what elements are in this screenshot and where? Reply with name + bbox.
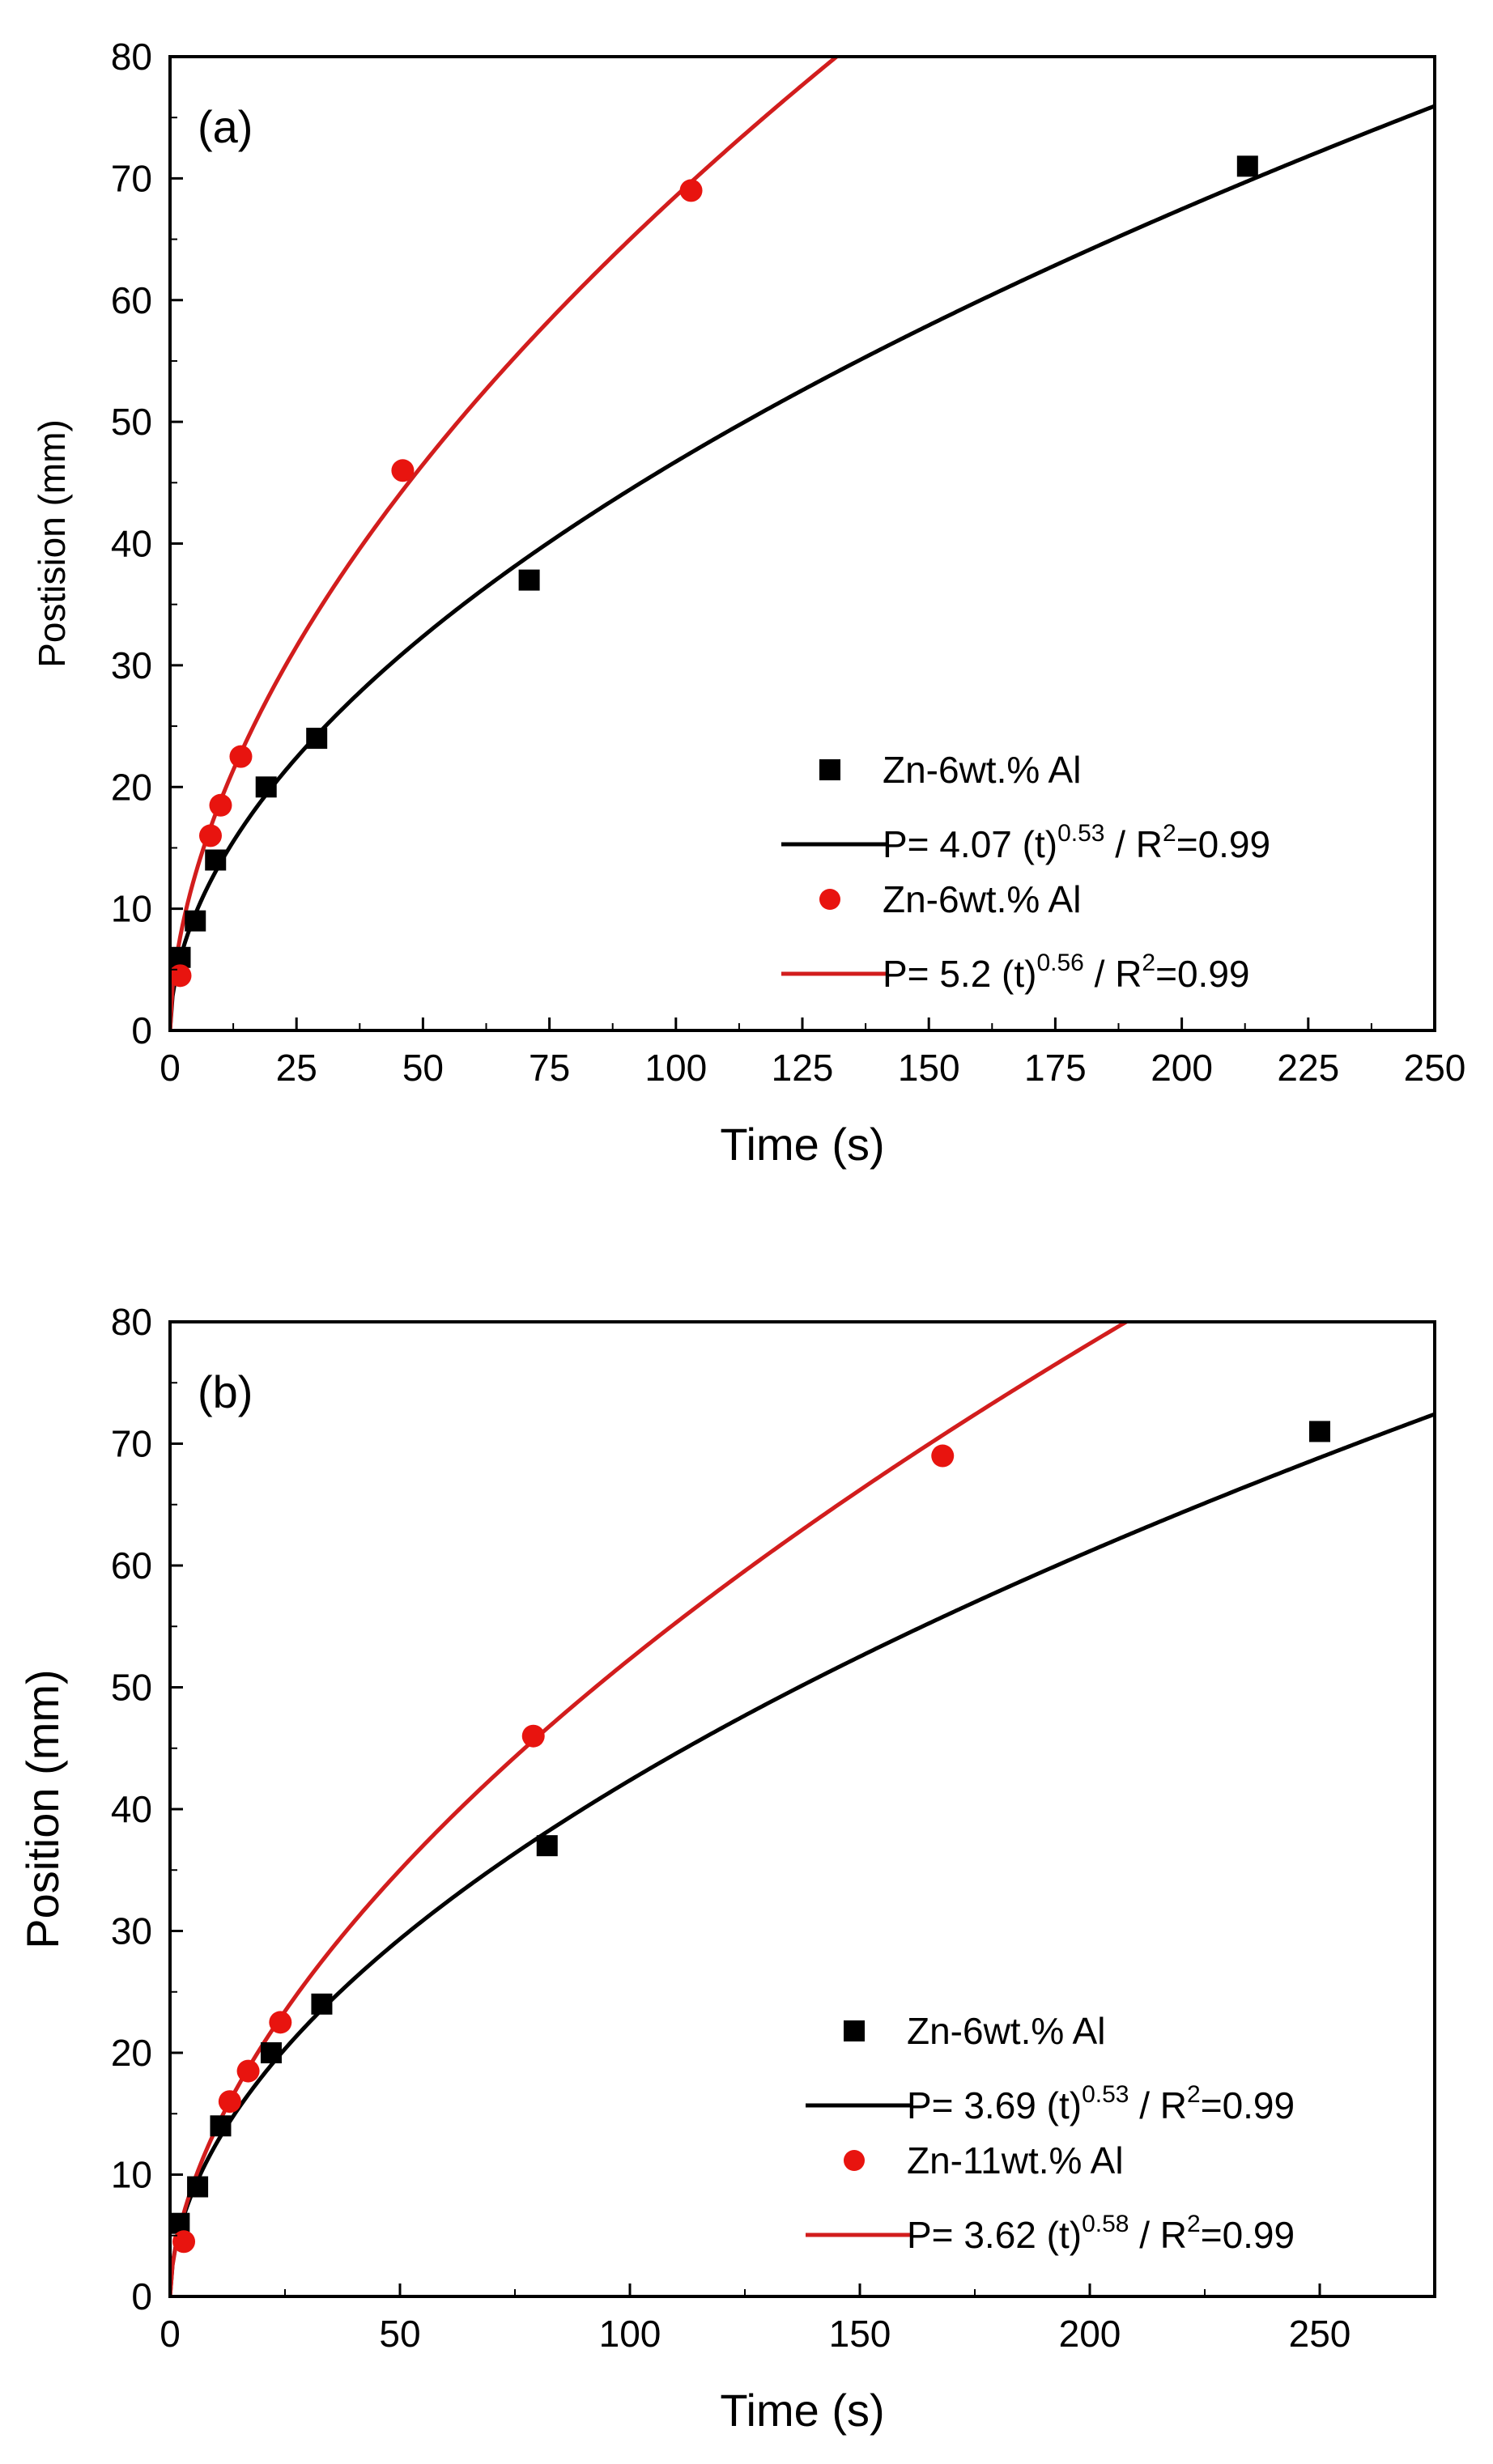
x-tick-label: 100: [599, 2313, 661, 2355]
x-tick-label: 50: [379, 2313, 420, 2355]
data-point-square: [168, 2212, 190, 2234]
chart-panel-a: 0 25 50 75 100 125 150 175 200 225 250 0 10 20 30 40 50 6…: [31, 36, 1466, 1170]
legend-fit-label: P= 4.07 (t)0.53 / R2=0.99: [883, 820, 1270, 865]
legend-circle-marker: [819, 889, 840, 910]
data-point-square: [311, 1993, 333, 2015]
data-point-square: [518, 569, 540, 591]
legend-label: Zn-6wt.% Al: [907, 2010, 1105, 2052]
y-tick-label: 20: [111, 2032, 152, 2074]
legend-fit-label: P= 3.62 (t)0.58 / R2=0.99: [907, 2211, 1295, 2256]
x-tick-label: 175: [1024, 1047, 1087, 1089]
x-tick-label: 200: [1151, 1047, 1213, 1089]
legend: Zn-6wt.% Al P= 4.07 (t)0.53 / R2=0.99 Zn-6…: [781, 749, 1270, 995]
y-tick-label: 30: [111, 644, 152, 686]
data-point-circle: [679, 179, 703, 202]
x-tick-label: 200: [1059, 2313, 1121, 2355]
y-tick-label: 0: [131, 2275, 152, 2317]
data-point-square: [1236, 155, 1258, 177]
data-point-circle: [391, 459, 415, 482]
data-point-circle: [198, 824, 222, 848]
y-tick-label: 70: [111, 157, 152, 199]
y-tick-label: 40: [111, 1788, 152, 1830]
data-point-square: [306, 728, 328, 750]
legend-fit-label: P= 3.69 (t)0.53 / R2=0.99: [907, 2081, 1295, 2126]
panel-label: (a): [198, 101, 253, 152]
legend-label: Zn-6wt.% Al: [883, 749, 1081, 791]
y-tick-label: 50: [111, 401, 152, 443]
legend: Zn-6wt.% Al P= 3.69 (t)0.53 / R2=0.99 Zn-1…: [806, 2010, 1295, 2256]
y-tick-label: 10: [111, 2154, 152, 2196]
y-tick-label: 0: [131, 1009, 152, 1051]
y-tick-label: 50: [111, 1667, 152, 1709]
y-tick-label: 60: [111, 279, 152, 321]
x-axis-title: Time (s): [720, 2385, 884, 2436]
y-axis-title: Position (mm): [17, 1669, 68, 1948]
x-tick-label: 250: [1404, 1047, 1466, 1089]
plot-frame: [168, 55, 1436, 1032]
legend-fit-label: P= 5.2 (t)0.56 / R2=0.99: [883, 949, 1250, 995]
y-axis-title: Postision (mm): [31, 419, 73, 668]
y-tick-label: 20: [111, 766, 152, 808]
x-tick-label: 225: [1277, 1047, 1339, 1089]
y-tick-label: 10: [111, 888, 152, 930]
x-axis-title: Time (s): [720, 1119, 884, 1170]
legend-label: Zn-11wt.% Al: [907, 2139, 1124, 2181]
data-point-square: [187, 2176, 209, 2198]
data-point-square: [255, 776, 277, 798]
data-point-circle: [172, 2230, 196, 2254]
legend-square-marker: [819, 759, 840, 780]
data-point-circle: [229, 745, 253, 768]
x-tick-label: 25: [276, 1047, 317, 1089]
data-point-circle: [931, 1444, 955, 1468]
data-point-circle: [236, 2059, 260, 2083]
fit-curve-red: [170, 1322, 1130, 2296]
fit-curve-black: [170, 104, 1435, 1030]
data-point-circle: [218, 2090, 241, 2114]
y-tick-label: 70: [111, 1423, 152, 1465]
data-point-square: [536, 1835, 558, 1857]
data-point-circle: [521, 1724, 545, 1748]
x-tick-label: 150: [829, 2313, 891, 2355]
x-tick-label: 0: [160, 1047, 181, 1089]
x-tick-label: 75: [529, 1047, 570, 1089]
plot-frame: [168, 1320, 1436, 2298]
data-point-square: [260, 2042, 282, 2063]
data-point-square: [1309, 1421, 1330, 1442]
fit-curve-black: [170, 1412, 1435, 2296]
data-point-circle: [269, 2011, 292, 2034]
legend-label: Zn-6wt.% Al: [883, 878, 1081, 920]
y-tick-label: 40: [111, 523, 152, 565]
y-tick-label: 30: [111, 1910, 152, 1952]
data-point-circle: [168, 964, 192, 988]
x-tick-label: 0: [160, 2313, 181, 2355]
y-tick-label: 80: [111, 1301, 152, 1343]
chart-panel-b: 0 50 100 150 200 250 0 10 20 30 40 50 60 70 80 Time (s)…: [17, 1301, 1436, 2436]
legend-circle-marker: [844, 2150, 865, 2171]
x-tick-label: 150: [898, 1047, 960, 1089]
data-point-square: [210, 2115, 232, 2137]
x-tick-label: 125: [772, 1047, 834, 1089]
x-tick-label: 250: [1289, 2313, 1351, 2355]
data-point-square: [205, 849, 227, 871]
y-tick-label: 60: [111, 1544, 152, 1587]
y-tick-label: 80: [111, 36, 152, 78]
legend-square-marker: [844, 2020, 865, 2041]
fit-curve-red: [170, 57, 840, 1030]
x-tick-label: 50: [402, 1047, 444, 1089]
data-point-square: [185, 910, 206, 932]
data-point-circle: [209, 793, 232, 817]
x-tick-label: 100: [644, 1047, 707, 1089]
panel-label: (b): [198, 1366, 253, 1417]
